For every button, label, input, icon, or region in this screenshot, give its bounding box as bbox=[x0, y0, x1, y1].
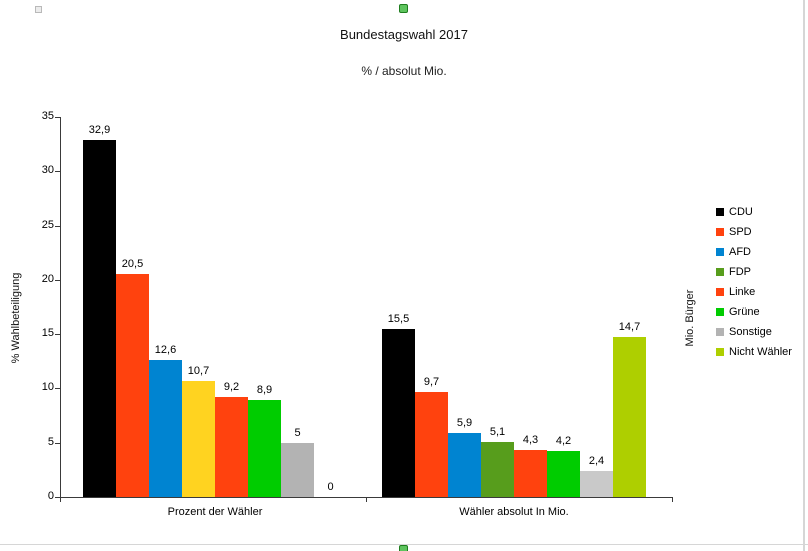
y-tick-mark bbox=[55, 442, 60, 444]
legend-label: Sonstige bbox=[729, 326, 772, 338]
legend-label: AFD bbox=[729, 246, 751, 258]
legend-item-cdu[interactable]: CDU bbox=[716, 202, 792, 222]
legend-item-linke[interactable]: Linke bbox=[716, 282, 792, 302]
legend-item-fdp[interactable]: FDP bbox=[716, 262, 792, 282]
selection-handle-top[interactable] bbox=[399, 4, 408, 13]
y-tick-label: 15 bbox=[41, 327, 54, 340]
legend-label: FDP bbox=[729, 266, 751, 278]
legend-color-marker bbox=[716, 348, 724, 356]
bar-linke[interactable] bbox=[215, 397, 248, 497]
bar-linke[interactable] bbox=[514, 450, 547, 497]
chart-subtitle: % / absolut Mio. bbox=[361, 64, 447, 78]
bar-value-label: 2,4 bbox=[588, 455, 605, 467]
bar-value-label: 10,7 bbox=[187, 365, 210, 377]
y-tick-mark bbox=[55, 171, 60, 173]
secondary-axis-title: Mio. Bürger bbox=[684, 289, 696, 347]
legend-item-afd[interactable]: AFD bbox=[716, 242, 792, 262]
category-label-percent: Prozent der Wähler bbox=[167, 506, 263, 518]
legend-item-spd[interactable]: SPD bbox=[716, 222, 792, 242]
y-tick-label: 35 bbox=[41, 110, 54, 122]
bar-spd[interactable] bbox=[415, 392, 448, 497]
selection-handle-bottom[interactable] bbox=[399, 545, 408, 551]
x-tick-mark bbox=[672, 498, 673, 502]
y-axis-title: % Wahlbeteiligung bbox=[10, 272, 22, 364]
bar-fdp[interactable] bbox=[182, 381, 215, 497]
bar-value-label: 4,2 bbox=[555, 435, 572, 447]
chart-title: Bundestagswahl 2017 bbox=[340, 27, 468, 42]
bar-sonstige[interactable] bbox=[580, 471, 613, 497]
y-tick-label: 20 bbox=[41, 272, 54, 285]
selection-handle-topleft[interactable] bbox=[35, 6, 42, 13]
legend-color-marker bbox=[716, 268, 724, 276]
bar-value-label: 4,3 bbox=[522, 434, 539, 446]
legend-label: CDU bbox=[729, 206, 753, 218]
legend: CDU SPD AFD FDP Linke Grüne Sonstige Nicht Wähl… bbox=[716, 202, 792, 362]
y-tick-label: 25 bbox=[41, 218, 54, 231]
bar-spd[interactable] bbox=[116, 274, 149, 497]
category-label-absolute: Wähler absolut In Mio. bbox=[459, 506, 569, 518]
y-tick-mark bbox=[55, 225, 60, 227]
bar-value-label: 9,2 bbox=[223, 381, 240, 393]
bar-value-label: 0 bbox=[327, 481, 334, 493]
chart-frame-right-border bbox=[803, 0, 805, 551]
legend-item-grüne[interactable]: Grüne bbox=[716, 302, 792, 322]
bar-afd[interactable] bbox=[448, 433, 481, 497]
legend-color-marker bbox=[716, 228, 724, 236]
y-tick-mark bbox=[55, 279, 60, 281]
bar-value-label: 5,9 bbox=[456, 417, 473, 429]
y-tick-mark bbox=[55, 388, 60, 390]
bar-afd[interactable] bbox=[149, 360, 182, 497]
bar-cdu[interactable] bbox=[382, 329, 415, 497]
y-tick-mark bbox=[55, 117, 60, 118]
bar-value-label: 15,5 bbox=[387, 313, 410, 325]
y-tick-label: 0 bbox=[47, 490, 54, 502]
bar-value-label: 20,5 bbox=[121, 258, 144, 270]
bar-value-label: 9,7 bbox=[423, 376, 440, 388]
legend-label: Nicht Wähler bbox=[729, 346, 792, 358]
legend-item-nicht-wähler[interactable]: Nicht Wähler bbox=[716, 342, 792, 362]
y-tick-label: 5 bbox=[47, 435, 54, 448]
y-tick-mark bbox=[55, 334, 60, 336]
x-tick-mark bbox=[60, 498, 61, 502]
bar-value-label: 14,7 bbox=[618, 321, 641, 333]
bar-value-label: 32,9 bbox=[88, 124, 111, 136]
legend-color-marker bbox=[716, 308, 724, 316]
legend-label: Linke bbox=[729, 286, 756, 298]
bar-nicht-wähler[interactable] bbox=[613, 337, 646, 497]
legend-color-marker bbox=[716, 248, 724, 256]
bar-sonstige[interactable] bbox=[281, 443, 314, 497]
y-tick-mark bbox=[55, 497, 60, 498]
y-tick-label: 10 bbox=[41, 381, 54, 394]
legend-color-marker bbox=[716, 328, 724, 336]
bar-cdu[interactable] bbox=[83, 140, 116, 497]
bar-grüne[interactable] bbox=[547, 451, 580, 497]
bar-grüne[interactable] bbox=[248, 400, 281, 497]
legend-color-marker bbox=[716, 288, 724, 296]
x-axis-line bbox=[60, 497, 673, 498]
legend-color-marker bbox=[716, 208, 724, 216]
bar-value-label: 12,6 bbox=[154, 344, 177, 356]
bar-value-label: 5,1 bbox=[489, 426, 506, 438]
legend-label: Grüne bbox=[729, 306, 760, 318]
bar-value-label: 5 bbox=[294, 427, 301, 439]
chart-frame-bottom-border bbox=[0, 544, 808, 545]
y-tick-label: 30 bbox=[41, 164, 54, 177]
bar-value-label: 8,9 bbox=[256, 384, 273, 396]
bar-fdp[interactable] bbox=[481, 442, 514, 497]
legend-label: SPD bbox=[729, 226, 752, 238]
y-axis-line bbox=[60, 117, 61, 498]
x-tick-mark bbox=[366, 498, 367, 502]
legend-item-sonstige[interactable]: Sonstige bbox=[716, 322, 792, 342]
